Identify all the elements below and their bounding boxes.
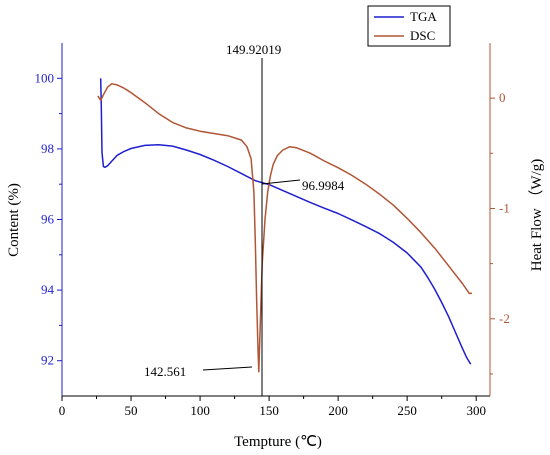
- annotations: 149.92019 96.9984 142.561: [144, 42, 345, 396]
- y-left-tick-label: 96: [41, 212, 55, 227]
- x-axis-title: Tempture (℃): [234, 434, 322, 450]
- x-tick-label: 50: [125, 403, 138, 418]
- y-left-tick-label: 98: [41, 141, 54, 156]
- x-tick-label: 0: [59, 403, 66, 418]
- series-line-tga: [99, 78, 472, 365]
- y-left-tick-label: 92: [41, 353, 54, 368]
- annotation-tga-value: 96.9984: [302, 178, 345, 193]
- y-right-tick-label: 0: [499, 90, 506, 105]
- y-left-tick-label: 94: [41, 282, 55, 297]
- legend-box: [367, 5, 451, 47]
- annotation-peak-x: 149.92019: [226, 42, 281, 57]
- annotation-leader-dsc: [202, 366, 253, 371]
- x-tick-label: 150: [259, 403, 279, 418]
- annotation-dsc-min: 142.561: [144, 364, 186, 379]
- legend-label-dsc: DSC: [410, 28, 435, 43]
- x-tick-label: 300: [466, 403, 486, 418]
- x-tick-label: 200: [328, 403, 348, 418]
- y-right-tick-label: -1: [499, 200, 510, 215]
- y-right-tick-label: -2: [499, 311, 510, 326]
- y-left-tick-label: 100: [35, 70, 55, 85]
- legend: TGA DSC: [367, 5, 451, 47]
- x-tick-label: 250: [397, 403, 417, 418]
- series-line-dsc: [97, 83, 473, 373]
- legend-label-tga: TGA: [410, 9, 437, 24]
- y-right-axis-title: Heat Flow （W/g): [528, 159, 545, 271]
- x-tick-label: 100: [190, 403, 210, 418]
- annotation-leader-tga: [261, 179, 301, 185]
- y-left-axis-title: Content (%): [6, 183, 22, 257]
